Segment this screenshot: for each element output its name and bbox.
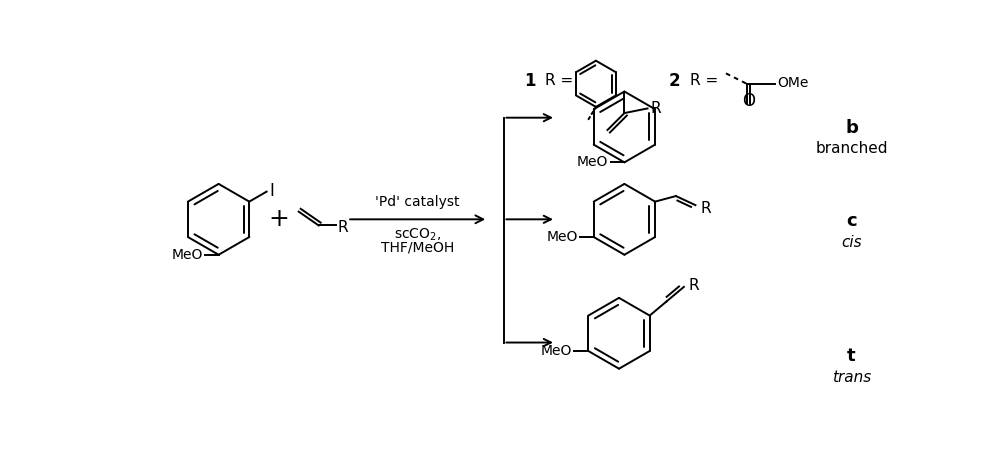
- Text: b: b: [845, 118, 858, 137]
- Text: THF/MeOH: THF/MeOH: [381, 241, 454, 255]
- Text: MeO: MeO: [577, 155, 608, 169]
- Text: R: R: [700, 201, 710, 216]
- Text: O: O: [741, 92, 755, 110]
- Text: trans: trans: [832, 371, 871, 385]
- Text: cis: cis: [842, 235, 862, 250]
- Text: OMe: OMe: [777, 76, 809, 90]
- Text: R: R: [338, 219, 348, 235]
- Text: MeO: MeO: [546, 230, 577, 244]
- Text: R: R: [688, 278, 699, 293]
- Text: t: t: [848, 348, 856, 366]
- Text: R =: R =: [689, 73, 718, 88]
- Text: MeO: MeO: [541, 344, 572, 358]
- Text: c: c: [847, 212, 857, 230]
- Text: MeO: MeO: [171, 248, 203, 262]
- Text: R: R: [650, 101, 661, 116]
- Text: branched: branched: [816, 141, 888, 156]
- Text: +: +: [269, 207, 290, 231]
- Text: I: I: [269, 182, 274, 200]
- Text: 'Pd' catalyst: 'Pd' catalyst: [376, 195, 460, 208]
- Text: 1: 1: [524, 72, 536, 90]
- Text: scCO$_2$,: scCO$_2$,: [394, 227, 441, 243]
- Text: R =: R =: [545, 73, 573, 88]
- Text: 2: 2: [669, 72, 680, 90]
